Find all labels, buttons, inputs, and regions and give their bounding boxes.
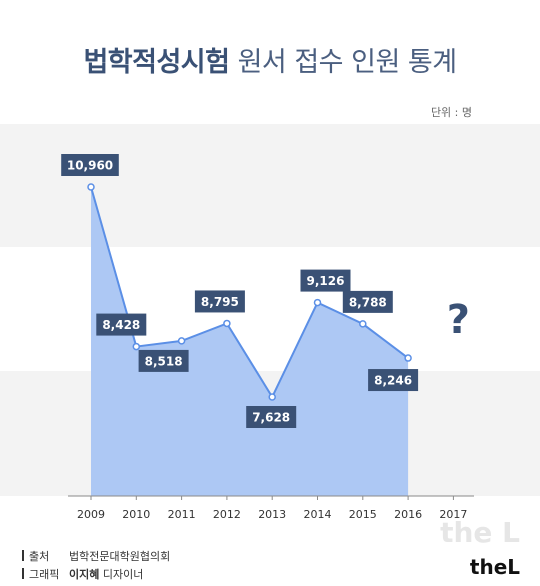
data-point — [359, 320, 367, 328]
data-label-box — [61, 154, 119, 176]
data-label: 7,628 — [252, 411, 290, 425]
graphic-name: 이지혜 — [69, 568, 100, 581]
data-label: 8,246 — [374, 374, 412, 388]
data-label-box — [342, 290, 393, 313]
graphic-line: 그래픽 이지혜 디자이너 — [22, 566, 143, 582]
brand-logo: theL — [469, 555, 520, 579]
x-tick-label: 2013 — [258, 508, 286, 521]
source-bar-icon — [22, 550, 24, 561]
x-tick-label: 2012 — [213, 508, 241, 521]
data-point — [223, 319, 231, 328]
chart-title-light: 원서 접수 인원 통계 — [237, 47, 457, 78]
graphic-role: 디자이너 — [102, 568, 144, 581]
graphic-label: 그래픽 — [29, 568, 60, 581]
data-point — [404, 354, 412, 362]
data-label: 8,795 — [201, 295, 239, 309]
series-line — [90, 186, 409, 400]
data-label: 10,960 — [67, 159, 113, 173]
graphic-bar-icon — [22, 568, 24, 579]
x-tick-label: 2011 — [168, 508, 196, 521]
chart-title-strong: 법학적성시험 — [83, 47, 230, 78]
x-tick-label: 2015 — [349, 508, 377, 521]
data-label-box — [194, 290, 245, 313]
x-tick-label: 2017 — [439, 508, 467, 521]
data-point — [177, 337, 186, 345]
data-point — [87, 183, 95, 191]
data-label: 8,788 — [349, 295, 387, 309]
data-label-box — [368, 369, 419, 392]
source-line: 출처 법학전문대학원협의회 — [22, 548, 170, 564]
x-tick-label: 2009 — [77, 508, 105, 521]
data-label-box — [96, 313, 147, 336]
data-label: 9,126 — [307, 274, 345, 288]
grid-band — [0, 124, 540, 247]
chart-title: 법학적성시험 원서 접수 인원 통계 — [0, 40, 540, 79]
data-label: 8,428 — [102, 318, 140, 332]
data-point — [268, 393, 276, 401]
unknown-value-marker: ? — [447, 297, 470, 343]
data-label-box — [246, 406, 297, 428]
source-label: 출처 — [29, 550, 50, 563]
data-point — [132, 342, 141, 351]
x-tick-label: 2016 — [394, 508, 422, 521]
area-fill — [91, 187, 409, 496]
data-label-box — [138, 349, 189, 372]
data-label: 8,518 — [145, 354, 183, 368]
data-label-box — [300, 269, 351, 292]
x-tick-label: 2010 — [122, 508, 150, 521]
unit-label: 단위 : 명 — [430, 106, 472, 119]
data-point — [313, 298, 322, 307]
x-tick-label: 2014 — [304, 508, 332, 521]
watermark-logo: the L — [440, 516, 520, 549]
source-value: 법학전문대학원협의회 — [69, 550, 171, 563]
